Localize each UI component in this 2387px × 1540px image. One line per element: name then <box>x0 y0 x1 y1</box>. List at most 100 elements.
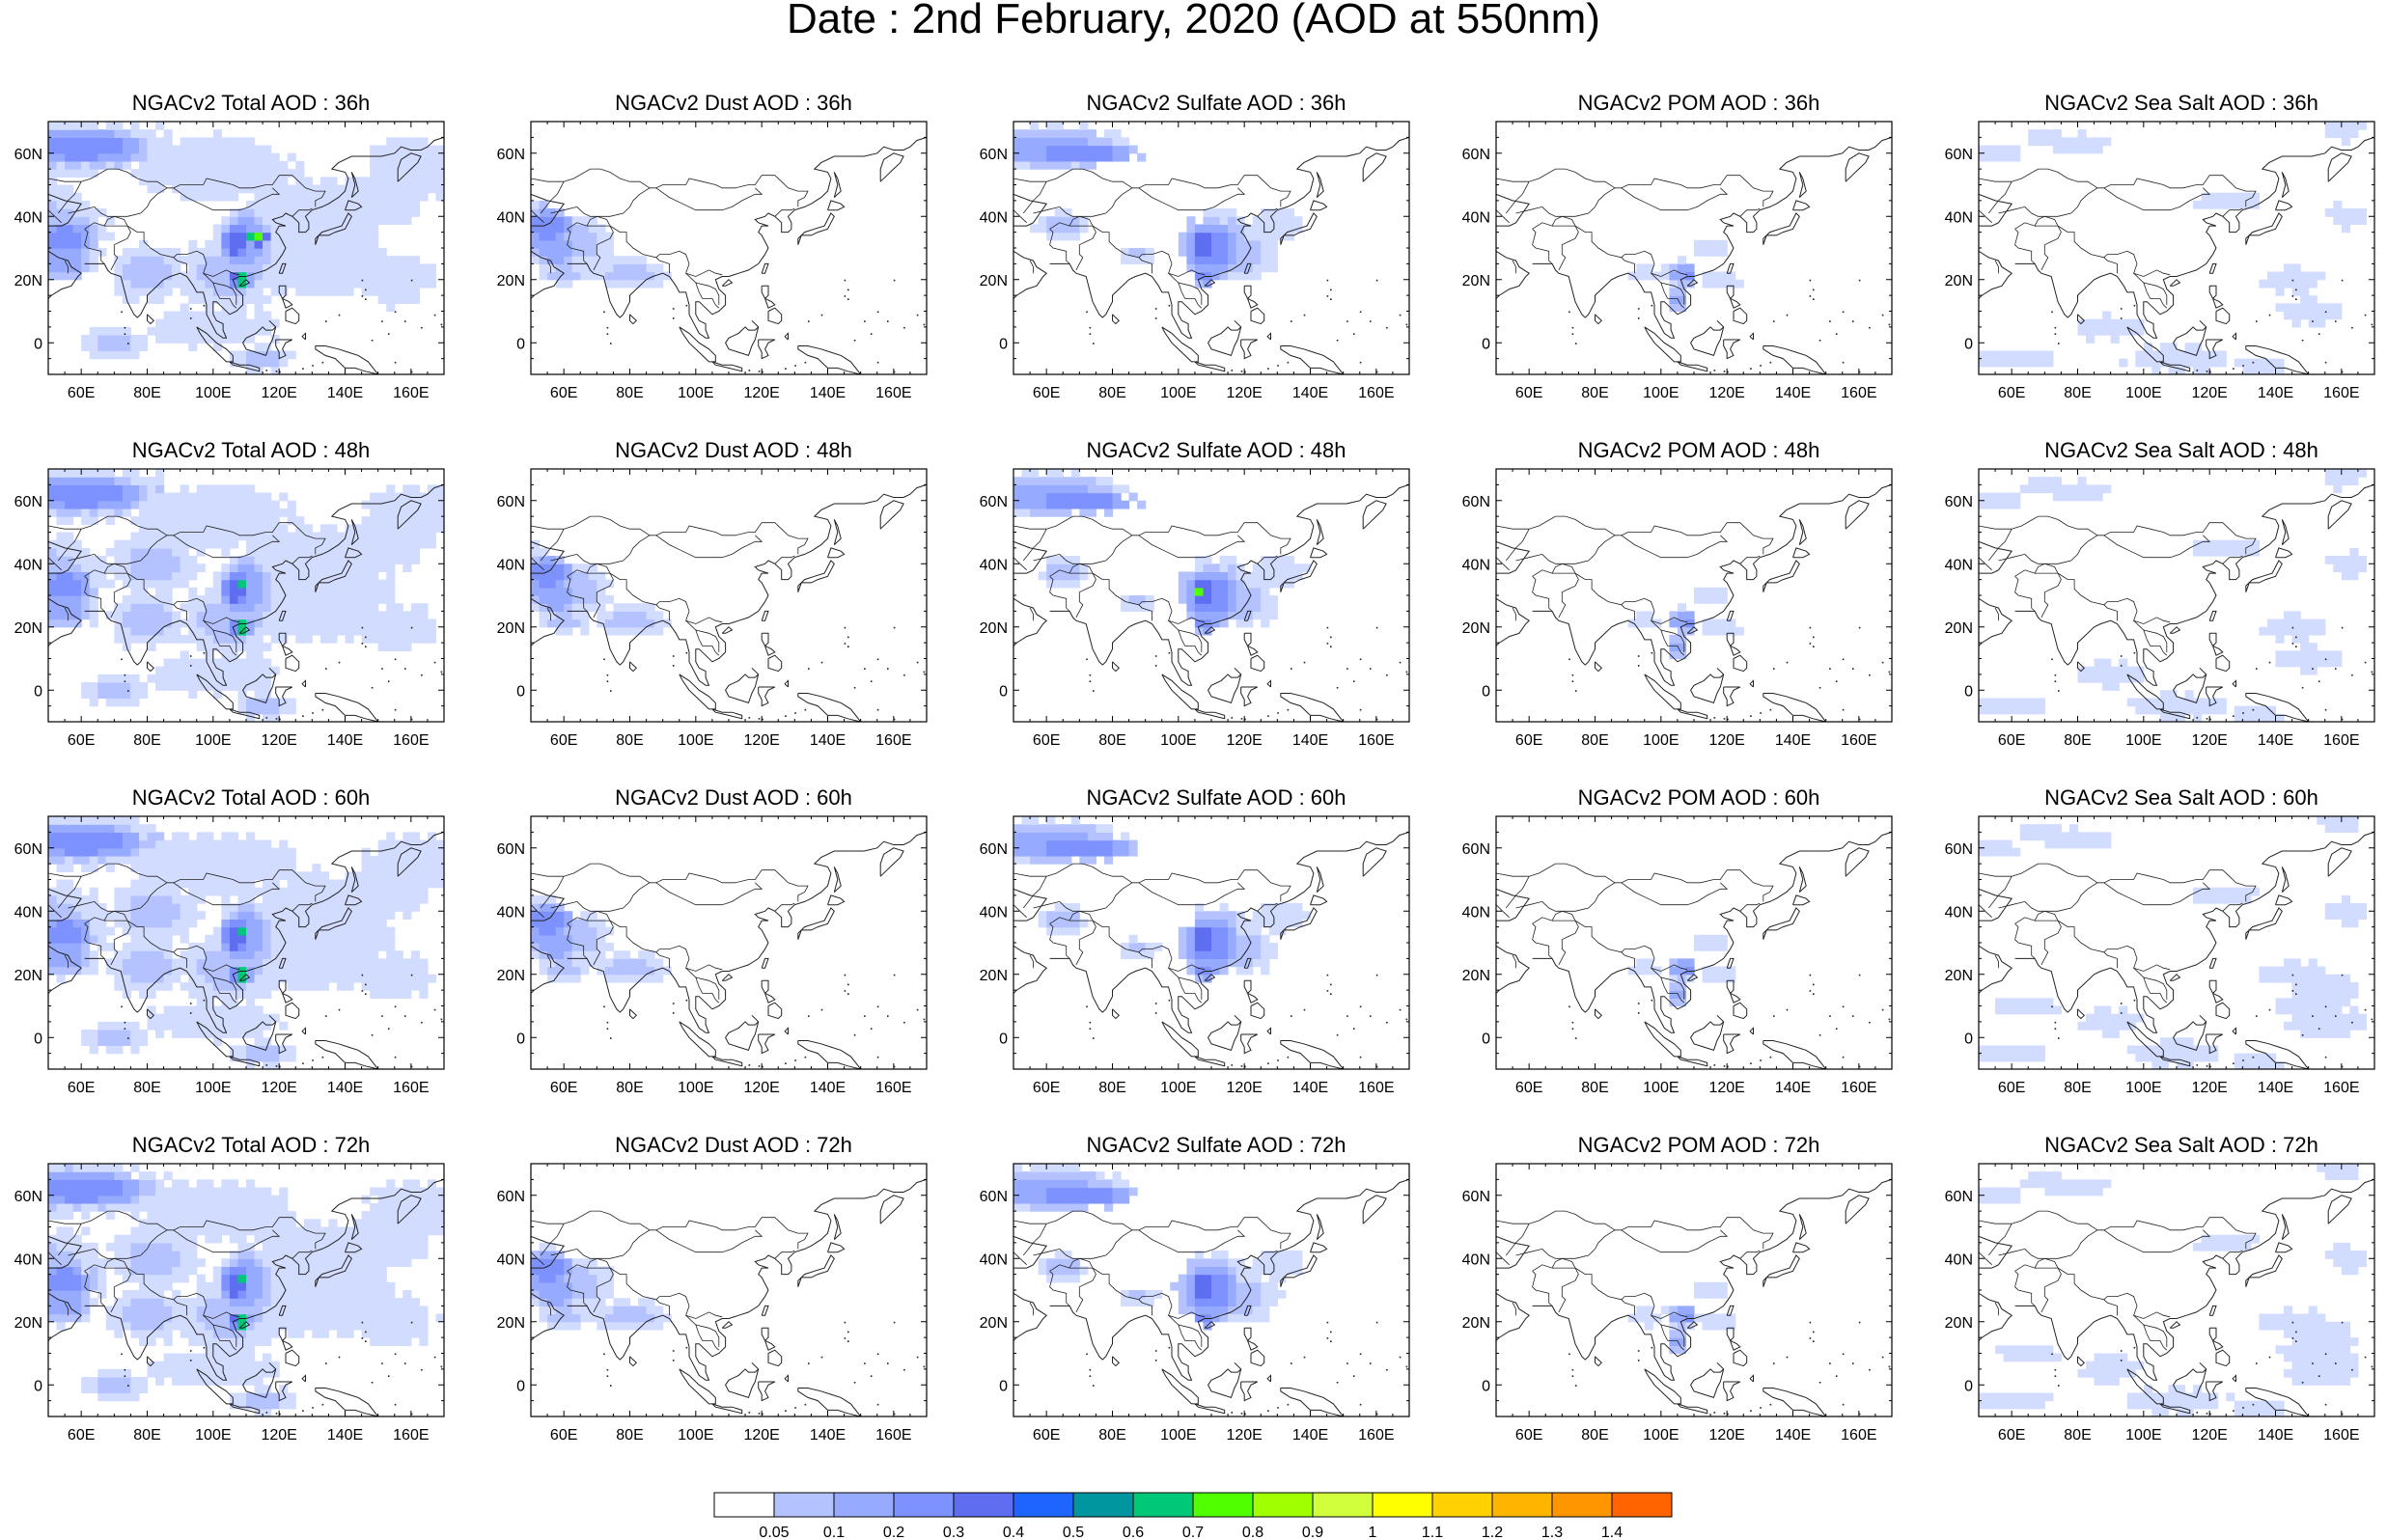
aod-cell <box>2135 326 2145 336</box>
aod-cell <box>114 1030 124 1038</box>
coastline <box>229 708 261 720</box>
aod-cell <box>122 919 132 928</box>
aod-cell <box>81 122 91 130</box>
aod-cell <box>1979 705 1988 715</box>
aod-cell <box>410 500 420 509</box>
aod-cell <box>1046 492 1056 502</box>
coastline <box>2275 200 2293 211</box>
aod-cell <box>2217 705 2227 715</box>
aod-cell <box>163 1005 173 1015</box>
coastline <box>196 326 234 363</box>
aod-cell <box>56 263 66 273</box>
aod-cell <box>1186 232 1196 241</box>
aod-cell <box>212 232 222 241</box>
border <box>609 572 723 624</box>
aod-cell <box>221 239 231 249</box>
aod-cell <box>180 919 189 928</box>
aod-cell <box>237 350 247 360</box>
aod-cell <box>1702 239 1711 249</box>
aod-cell <box>370 200 379 209</box>
aod-cell <box>402 160 412 170</box>
aod-cell <box>2349 547 2359 557</box>
aod-cell <box>1186 224 1196 234</box>
aod-cell <box>287 571 296 581</box>
aod-cell <box>2324 658 2334 668</box>
aod-cell <box>1252 579 1262 589</box>
aod-cell <box>1128 492 1138 502</box>
aod-cell <box>419 603 429 612</box>
aod-cell <box>386 524 396 534</box>
aod-cell <box>237 239 247 249</box>
aod-cell <box>254 603 264 612</box>
border <box>531 557 544 571</box>
lat-tick-label: 20N <box>1462 273 1490 289</box>
aod-cell <box>196 326 206 336</box>
aod-cell <box>1268 579 1278 589</box>
aod-cell <box>155 295 165 304</box>
island-dot <box>2209 718 2211 721</box>
aod-cell <box>212 1013 222 1023</box>
aod-cell <box>155 516 165 525</box>
aod-cell <box>48 137 58 147</box>
aod-cell <box>56 919 66 928</box>
aod-cell <box>312 564 321 573</box>
aod-cell <box>188 690 198 700</box>
aod-cell <box>2242 358 2252 368</box>
aod-cell <box>1219 263 1229 273</box>
aod-cell <box>2036 350 2045 360</box>
island-dot <box>2324 311 2327 314</box>
aod-cell <box>1285 232 1295 241</box>
islands <box>121 626 443 721</box>
aod-cell <box>345 603 354 612</box>
aod-cell <box>180 911 189 921</box>
aod-cell <box>270 698 280 707</box>
aod-cell <box>97 903 107 912</box>
aod-cell <box>328 232 338 241</box>
aod-cell <box>1235 619 1245 628</box>
aod-cell <box>1013 160 1023 170</box>
aod-cell <box>1669 619 1679 628</box>
aod-cell <box>287 192 296 202</box>
aod-cell <box>279 287 289 296</box>
aod-cell <box>130 129 140 138</box>
aod-cell <box>2094 145 2103 154</box>
border <box>48 209 62 224</box>
aod-cell <box>1038 137 1047 147</box>
aod-cell <box>2275 619 2285 628</box>
aod-cell <box>435 152 444 162</box>
coastline <box>1013 540 1048 574</box>
aod-cell <box>163 263 173 273</box>
aod-cell <box>2102 484 2112 494</box>
aod-cell <box>246 335 256 344</box>
island-dot <box>1786 661 1789 664</box>
island-dot <box>1651 651 1653 654</box>
aod-cell <box>1235 263 1245 273</box>
aod-cell <box>188 287 198 296</box>
aod-cell <box>1046 579 1056 589</box>
aod-cell <box>221 564 231 573</box>
island-dot <box>275 371 278 372</box>
island-dot <box>1240 371 1243 372</box>
aod-cell <box>155 177 165 186</box>
aod-cell <box>205 643 214 651</box>
aod-cell <box>138 256 149 264</box>
aod-cell <box>221 169 231 178</box>
aod-cell <box>295 177 305 186</box>
aod-cell <box>629 271 639 281</box>
aod-cell <box>48 271 58 281</box>
aod-cell <box>402 192 412 202</box>
aod-cell <box>2250 366 2261 374</box>
aod-cell <box>65 500 74 509</box>
aod-cell <box>2119 666 2128 675</box>
aod-cell <box>105 579 115 589</box>
aod-cell <box>1219 611 1229 620</box>
aod-cell <box>163 666 173 675</box>
aod-cell <box>377 145 387 154</box>
aod-cell <box>394 643 403 651</box>
aod-cell <box>328 595 338 604</box>
aod-cell <box>105 816 115 825</box>
coastline <box>2232 332 2236 341</box>
aod-cell <box>56 169 66 178</box>
aod-cell <box>221 484 231 494</box>
